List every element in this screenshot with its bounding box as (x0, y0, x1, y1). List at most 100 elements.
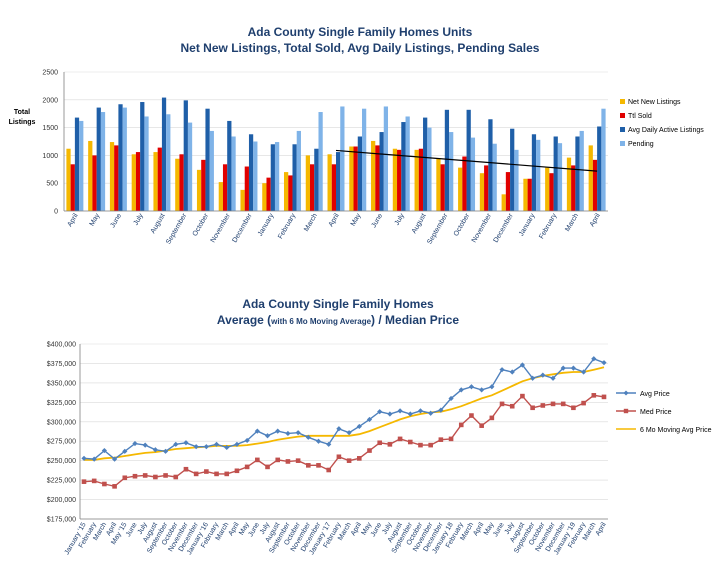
chart1-x-tick: December (493, 212, 516, 244)
chart1-bar (218, 182, 223, 211)
chart1-bar (375, 145, 380, 211)
chart2-point (112, 484, 117, 489)
chart1-x-tick: May (89, 212, 102, 227)
chart2-subtitle-part1: Average ( (217, 313, 271, 327)
chart2-y-tick: $325,000 (47, 400, 76, 407)
chart1-bar (96, 107, 101, 211)
chart1-bar (427, 127, 432, 211)
chart1-y-tick: 0 (54, 209, 58, 216)
chart1-bar (100, 112, 106, 211)
chart2-y-tick: $175,000 (47, 517, 76, 524)
chart2-series-line (84, 366, 605, 461)
chart1-bar (397, 149, 402, 211)
chart1-bar (488, 119, 493, 211)
chart2-point (336, 426, 342, 432)
chart1-x-tick: October (453, 212, 472, 238)
chart2-point (102, 481, 107, 487)
chart2-point (428, 442, 433, 448)
chart2-point (193, 444, 199, 450)
chart1-bar (231, 136, 236, 211)
chart2-y-tick: $300,000 (47, 419, 76, 426)
chart1-x-tick: October (192, 212, 211, 238)
chart1-bar (401, 122, 406, 211)
chart2-point (264, 433, 271, 439)
chart2-y-tick: $350,000 (47, 380, 76, 387)
chart2-point (234, 441, 240, 447)
chart2-point (540, 403, 546, 408)
chart1-bar (109, 142, 115, 211)
chart1-x-tick: November (210, 212, 233, 244)
chart1-x-tick: February (538, 212, 558, 240)
chart2-point (91, 478, 97, 484)
chart1-bar (222, 164, 228, 211)
chart2-point (366, 416, 373, 423)
chart1-bar (444, 109, 450, 211)
chart1-bar (253, 141, 258, 211)
chart1-bar (462, 156, 467, 211)
chart1-bar (88, 140, 93, 211)
chart2-point (489, 384, 495, 390)
chart2-point (163, 473, 168, 478)
chart2-point (152, 447, 158, 453)
chart1-bar (92, 155, 97, 211)
chart1-title: Ada County Single Family Homes Units (248, 25, 473, 39)
chart2-legend-marker (623, 408, 629, 414)
chart2-point (438, 437, 444, 442)
chart2-point (255, 457, 260, 463)
chart1-bar (575, 136, 580, 211)
chart1-x-tick: November (471, 212, 494, 244)
chart2-point (306, 463, 311, 468)
chart2-legend-label: 6 Mo Moving Avg Price (640, 427, 712, 434)
chart1-bar (449, 132, 454, 211)
chart1-bar (327, 154, 332, 211)
chart1-bar (505, 172, 511, 211)
chart2-axes: $175,000 $200,000 $225,000 $250,000 $275,000… (47, 342, 608, 556)
chart2-point (417, 408, 424, 414)
chart2-point (499, 401, 505, 407)
chart2-point (295, 430, 301, 436)
chart1-bar (240, 189, 245, 211)
chart2-point (356, 456, 362, 461)
chart2-x-tick: June (247, 521, 261, 538)
chart2-point (81, 479, 87, 484)
chart1-bar (405, 116, 410, 211)
chart1-bar (161, 97, 167, 211)
chart1-ylabel-line1: Total (14, 109, 30, 116)
chart1-x-tick: July (133, 212, 146, 227)
chart2-point (234, 468, 240, 474)
chart1-x-tick: February (277, 212, 297, 240)
chart2-point (162, 448, 169, 454)
chart1-bar (601, 108, 606, 211)
chart2-point (519, 362, 526, 368)
chart1-bar (187, 122, 193, 211)
chart2-point (122, 448, 128, 454)
chart2-point (101, 447, 107, 454)
chart2-point (214, 471, 219, 477)
chart2-point (204, 469, 209, 474)
chart1-axes: 0 500 1000 1500 2000 2500 April May June July Augu… (42, 70, 608, 246)
chart1-bars (66, 97, 606, 211)
chart1-x-tick: December (231, 212, 254, 244)
chart2-point (305, 434, 311, 440)
chart2-point (367, 448, 372, 453)
chart1-bar (74, 117, 80, 211)
chart2-point (601, 360, 607, 366)
chart1-y-tick: 500 (46, 181, 58, 188)
chart1-bar (479, 173, 485, 211)
chart1-bar (274, 142, 280, 211)
chart2-point (224, 444, 230, 451)
chart2-point (458, 422, 464, 428)
chart1-x-tick: March (564, 212, 580, 232)
chart2-point (407, 411, 413, 417)
chart1-bar (484, 165, 489, 211)
chart2-point (91, 456, 97, 462)
chart1-bar (371, 140, 376, 211)
chart2-point (346, 430, 352, 436)
chart1-bar (205, 108, 210, 211)
chart1-bar (331, 164, 336, 211)
chart2-point (469, 413, 474, 418)
chart1-bar (66, 148, 71, 211)
chart2-point (153, 474, 158, 480)
chart1-bar (571, 165, 576, 211)
chart2-point (550, 401, 556, 407)
